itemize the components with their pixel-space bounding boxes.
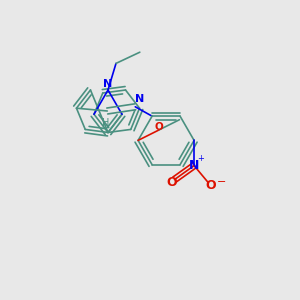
Text: −: − — [216, 177, 226, 188]
Text: N: N — [103, 79, 112, 89]
Text: H: H — [102, 118, 109, 128]
Text: O: O — [206, 179, 216, 192]
Text: N: N — [135, 94, 144, 104]
Text: O: O — [155, 122, 164, 132]
Text: N: N — [189, 159, 199, 172]
Text: +: + — [198, 154, 205, 163]
Text: O: O — [166, 176, 177, 189]
